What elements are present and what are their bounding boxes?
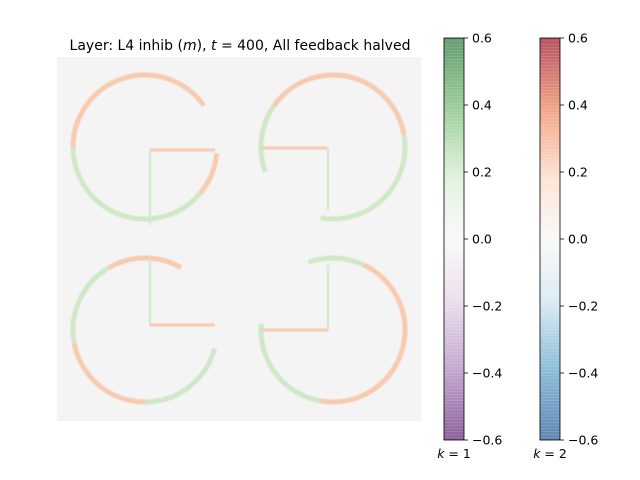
colorbar-k1: 0.6 0.4 0.2 0.0 −0.2 −0.4 −0.6 k = 1	[437, 31, 502, 462]
heatmap-arc	[258, 104, 277, 173]
chart-title: Layer: L4 inhib (m), t = 400, All feedba…	[70, 38, 411, 54]
heatmap-arc	[367, 134, 408, 212]
colorbar-tick-label: 0.4	[472, 98, 492, 113]
colorbar-k1-ticks: 0.6 0.4 0.2 0.0 −0.2 −0.4 −0.6	[464, 31, 502, 448]
heatmap-pattern	[70, 72, 408, 405]
colorbar-tick-label: −0.2	[568, 299, 598, 314]
colorbar-k2: 0.6 0.4 0.2 0.0 −0.2 −0.4 −0.6 k = 2	[533, 31, 598, 462]
colorbar-tick-label: −0.4	[568, 366, 598, 381]
heatmap-arc	[71, 342, 146, 405]
colorbar-tick-label: −0.6	[568, 433, 598, 448]
heatmap-arc	[258, 323, 321, 404]
colorbar-k2-label: k = 2	[533, 446, 567, 461]
heatmap-arc	[70, 265, 111, 343]
heatmap-arc	[271, 72, 407, 135]
colorbar-k1-bands	[444, 40, 464, 439]
heatmap-arc	[307, 255, 365, 268]
heatmap-arc	[320, 342, 407, 405]
colorbar-tick-label: 0.6	[472, 31, 492, 46]
heatmap	[57, 57, 421, 421]
colorbar-tick-label: 0.0	[568, 232, 588, 247]
heatmap-arc	[362, 262, 408, 343]
colorbar-k2-ticks: 0.6 0.4 0.2 0.0 −0.2 −0.4 −0.6	[560, 31, 598, 448]
colorbar-k2-gradient	[540, 38, 560, 440]
colorbar-tick-label: 0.0	[472, 232, 492, 247]
colorbar-k2-bands	[540, 40, 560, 439]
heatmap-arc	[198, 152, 220, 195]
colorbar-k1-label: k = 1	[437, 446, 471, 461]
heatmap-arc	[113, 191, 203, 222]
colorbar-k1-gradient	[444, 38, 464, 440]
colorbar-tick-label: 0.4	[568, 98, 588, 113]
heatmap-arc	[107, 255, 183, 270]
colorbar-tick-label: 0.6	[568, 31, 588, 46]
colorbar-tick-label: 0.2	[472, 165, 492, 180]
colorbar-tick-label: −0.2	[472, 299, 502, 314]
heatmap-background	[57, 57, 421, 421]
heatmap-arc	[320, 207, 371, 222]
colorbar-tick-label: −0.6	[472, 433, 502, 448]
heatmap-arc	[144, 347, 217, 405]
colorbar-tick-label: −0.4	[472, 366, 502, 381]
heatmap-arc	[70, 146, 116, 215]
colorbar-tick-label: 0.2	[568, 165, 588, 180]
heatmap-arc	[70, 72, 207, 148]
